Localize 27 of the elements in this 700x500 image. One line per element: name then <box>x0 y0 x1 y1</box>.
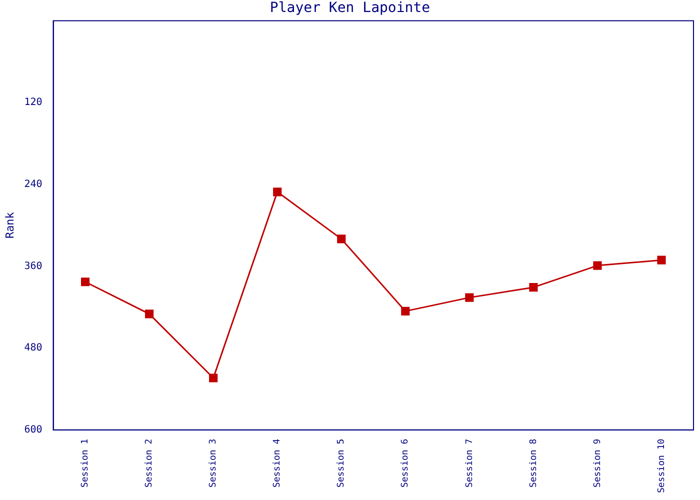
point <box>273 188 282 196</box>
chart-title: Player Ken Lapointe <box>270 0 430 16</box>
y-tick-label: 120 <box>24 97 42 108</box>
y-tick-label: 360 <box>24 260 42 272</box>
x-tick-label: Session 8 <box>528 438 539 488</box>
x-tick-label: Session 4 <box>272 438 283 488</box>
x-tick-label: Session 7 <box>464 438 475 488</box>
y-tick-label: 480 <box>24 342 42 354</box>
point <box>209 374 218 382</box>
point <box>465 293 474 302</box>
point <box>529 283 538 292</box>
x-tick-label: Session 2 <box>144 438 155 488</box>
point <box>80 278 90 286</box>
point <box>145 310 154 318</box>
x-tick-label: Session 9 <box>592 438 603 488</box>
x-tick-label: Session 10 <box>656 438 667 494</box>
x-tick-label: Session 3 <box>208 438 219 488</box>
point <box>593 261 602 270</box>
x-tick-label: Session 6 <box>400 438 411 488</box>
y-tick-label: 600 <box>24 424 42 436</box>
point <box>337 234 346 244</box>
x-tick-label: Session 5 <box>336 438 347 488</box>
point <box>657 256 666 264</box>
point <box>401 306 410 316</box>
y-axis-title: Rank <box>3 212 16 239</box>
y-tick-label: 240 <box>24 179 42 190</box>
x-tick-label: Session 1 <box>80 438 91 488</box>
